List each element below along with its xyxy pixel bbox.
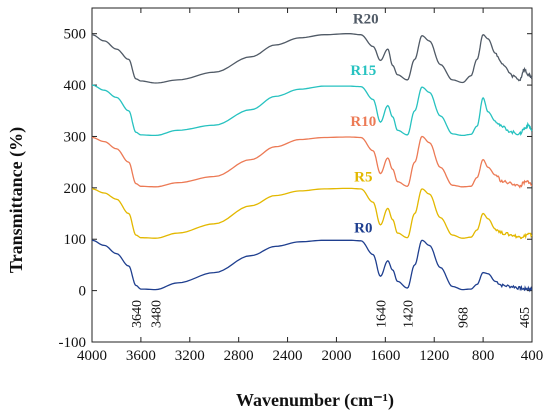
x-tick-label: 2800 bbox=[224, 348, 254, 364]
x-tick-label: 1600 bbox=[370, 348, 400, 364]
series-line-r15 bbox=[91, 84, 533, 137]
x-tick-label: 4000 bbox=[77, 348, 107, 364]
x-tick-label: 400 bbox=[521, 348, 544, 364]
peak-label-3640: 3640 bbox=[130, 300, 145, 328]
series-line-r0 bbox=[91, 239, 533, 293]
series-line-r20 bbox=[91, 33, 533, 84]
series-line-r5 bbox=[91, 187, 533, 240]
x-axis-title: Wavenumber (cm⁻¹) bbox=[236, 390, 394, 411]
peak-label-1640: 1640 bbox=[374, 300, 389, 328]
y-tick-label: -100 bbox=[59, 335, 87, 351]
y-tick-label: 200 bbox=[64, 181, 87, 197]
labels: R0 R5 R10 R15 R20 3640 3480 1640 1420 968 465 bbox=[130, 11, 533, 328]
x-tick-label: 2400 bbox=[273, 348, 303, 364]
y-tick-label: 500 bbox=[64, 27, 87, 43]
peak-label-3480: 3480 bbox=[150, 300, 165, 328]
y-tick-label: 100 bbox=[64, 232, 87, 248]
axes: -100 0 100 200 300 400 500 4000 3600 3200 2800 2400… bbox=[59, 7, 544, 364]
x-tick-label: 3200 bbox=[175, 348, 205, 364]
peak-label-1420: 1420 bbox=[401, 300, 416, 328]
series-label-r20: R20 bbox=[353, 11, 379, 27]
peak-label-968: 968 bbox=[457, 307, 472, 328]
x-tick-label: 2000 bbox=[321, 348, 351, 364]
peak-label-465: 465 bbox=[518, 307, 533, 328]
series-lines bbox=[91, 33, 533, 293]
series-label-r15: R15 bbox=[350, 63, 376, 79]
series-label-r0: R0 bbox=[354, 221, 372, 237]
series-label-r10: R10 bbox=[350, 114, 376, 130]
series-line-r10 bbox=[91, 135, 533, 189]
plot-frame bbox=[91, 7, 533, 343]
y-axis-title: Transmittance (%) bbox=[6, 127, 27, 273]
y-tick-label: 0 bbox=[79, 284, 87, 300]
y-tick-label: 300 bbox=[64, 129, 87, 145]
x-tick-label: 3600 bbox=[126, 348, 156, 364]
x-tick-label: 800 bbox=[472, 348, 495, 364]
y-tick-label: 400 bbox=[64, 78, 87, 94]
x-tick-label: 1200 bbox=[419, 348, 449, 364]
series-label-r5: R5 bbox=[354, 170, 372, 186]
